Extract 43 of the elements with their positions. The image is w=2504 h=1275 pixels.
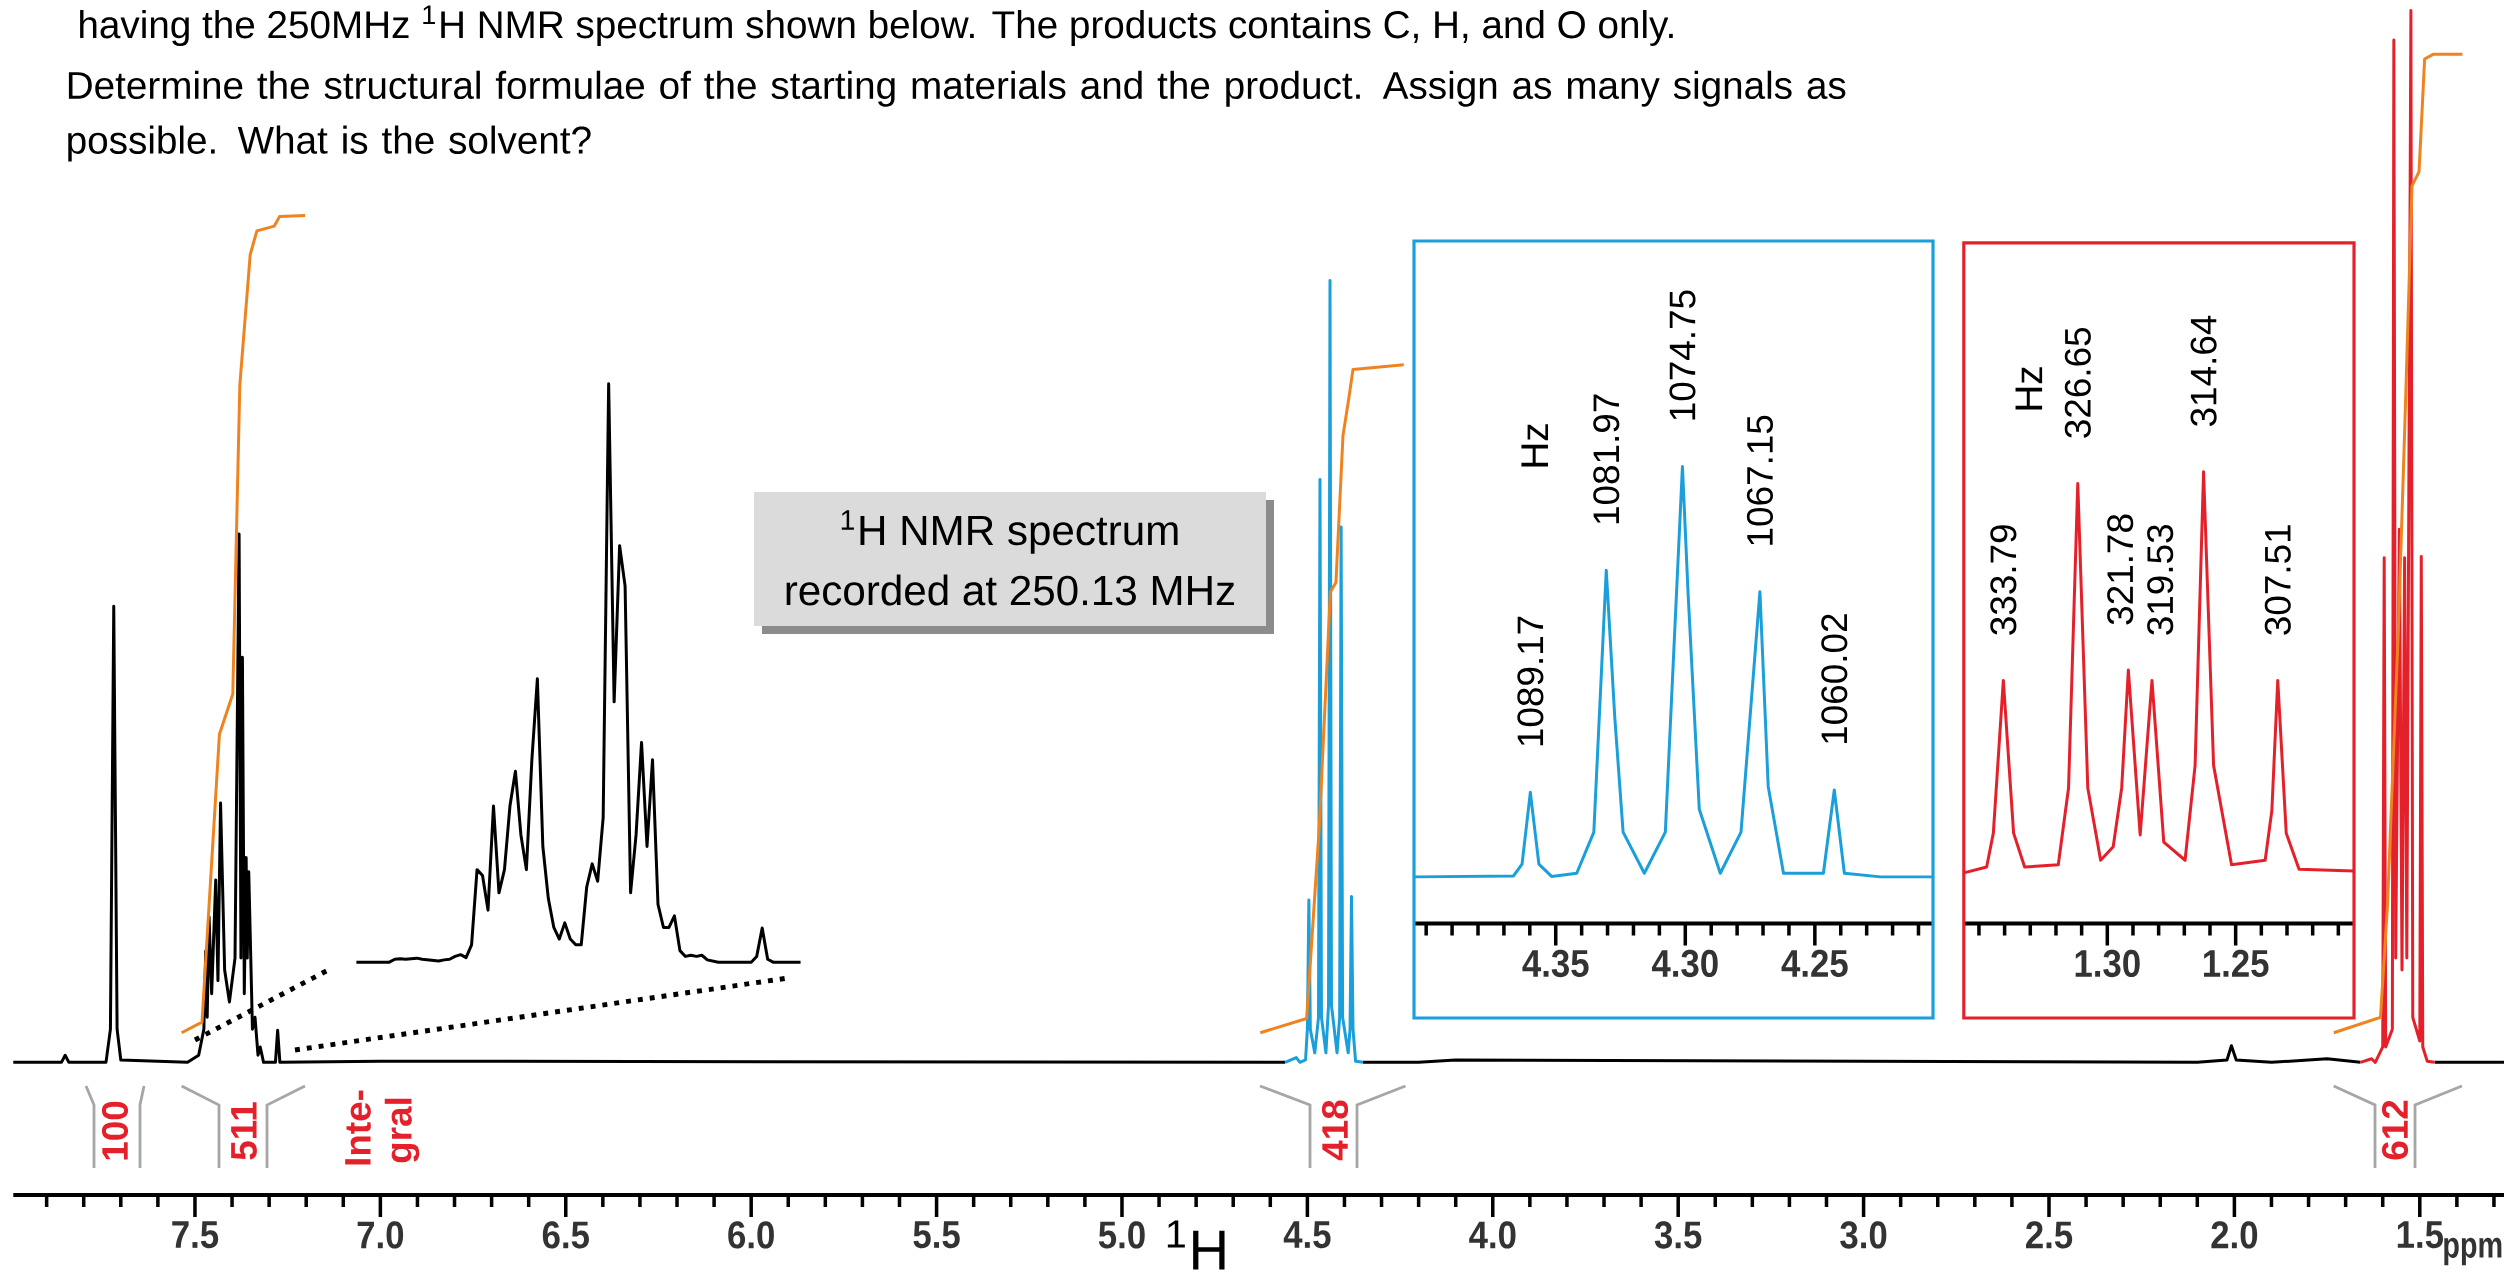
annotation: Inte- <box>345 1090 371 1165</box>
annotation: 321.78 <box>2107 514 2134 625</box>
x-tick-label: 5.5 <box>913 1221 960 1249</box>
text: Determine the structural formulae of the starting materials and the product. Assign as many signals as possible. What is the solvent? <box>68 70 1846 162</box>
annotation: 511 <box>231 1102 257 1160</box>
x-tick-label: 6.5 <box>542 1221 589 1249</box>
x-tick-label: 3.5 <box>1654 1221 1702 1249</box>
annotation: 1074.75 <box>1669 290 1696 420</box>
annotation: 1081.97 <box>1593 394 1620 524</box>
annotation: 1089.17 <box>1517 616 1544 746</box>
x-tick-label: 2.0 <box>2211 1221 2258 1249</box>
x-tick-label: 4.25 <box>1781 949 1848 978</box>
x-tick-label: 4.30 <box>1651 949 1718 978</box>
annotation: 314.64 <box>2190 315 2217 427</box>
x-tick-label: 7.5 <box>172 1221 219 1249</box>
x-axis-title: ppm <box>2444 1237 2502 1266</box>
annotation: 307.51 <box>2264 525 2291 635</box>
x-tick-label: 4.5 <box>1283 1221 1331 1249</box>
chart-title: having the 250MHz $^{1}$H NMR spectrum shown below. The products contains C, H, and O only. <box>80 5 1673 46</box>
annotation: 326.65 <box>2064 327 2091 438</box>
annotation: recorded at 250.13 MHz <box>786 574 1235 606</box>
x-tick-label: 1.25 <box>2204 949 2269 978</box>
annotation: 333.79 <box>1990 525 2017 635</box>
x-tick-label: 4.35 <box>1522 949 1589 978</box>
annotation: 1060.02 <box>1821 614 1848 744</box>
text: $^{1}$H <box>1167 1220 1225 1270</box>
annotation: Hz <box>2015 367 2043 410</box>
x-tick-label: 1.5 <box>2397 1221 2443 1249</box>
annotation: Hz <box>1521 424 1549 467</box>
x-tick-label: 1.30 <box>2075 949 2140 978</box>
annotation: 612 <box>2381 1100 2409 1160</box>
annotation: 100 <box>101 1101 129 1160</box>
annotation: 1067.15 <box>1746 415 1773 545</box>
x-tick-label: 6.0 <box>728 1221 774 1249</box>
x-tick-label: 2.5 <box>2026 1221 2073 1249</box>
x-tick-label: 4.0 <box>1469 1221 1516 1249</box>
x-tick-label: 5.0 <box>1098 1221 1145 1249</box>
annotation: 418 <box>1321 1100 1349 1161</box>
x-tick-label: 3.0 <box>1840 1221 1887 1249</box>
x-tick-label: 7.0 <box>357 1221 404 1249</box>
annotation: $^{1}$H NMR spectrum <box>841 510 1178 554</box>
annotation: 319.53 <box>2147 524 2174 635</box>
annotation: gral <box>384 1098 420 1163</box>
